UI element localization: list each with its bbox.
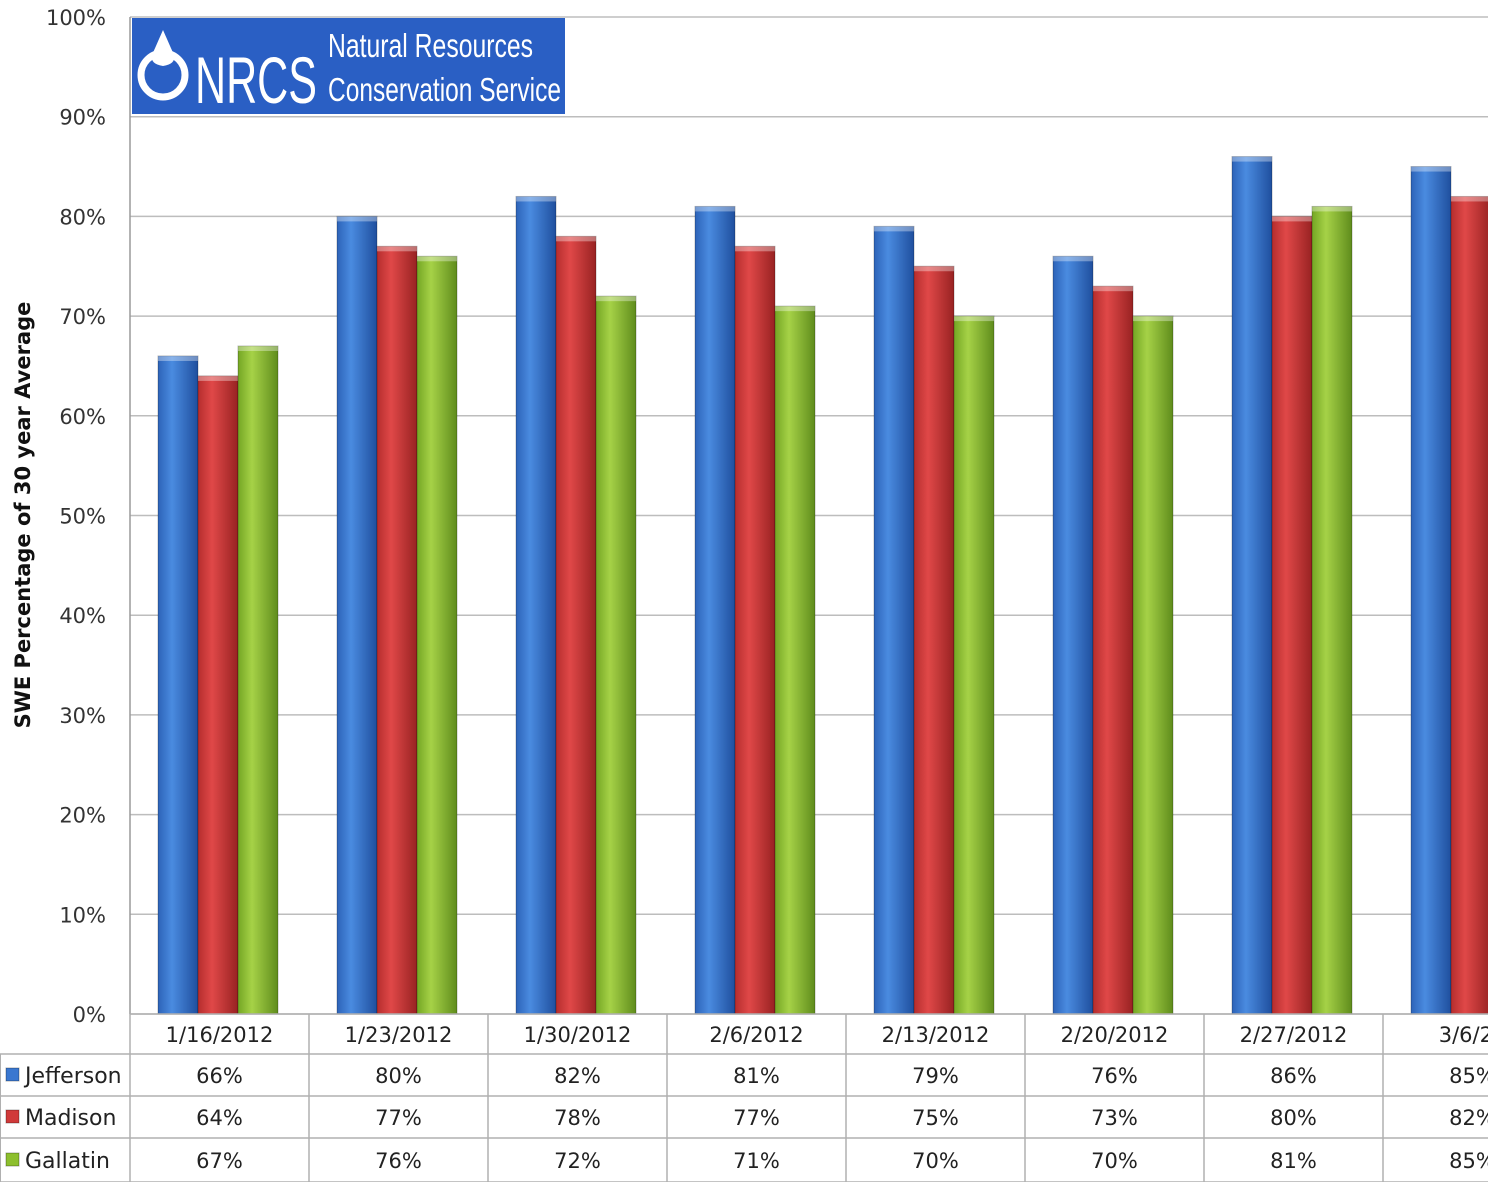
bar-gallatin-2	[595, 295, 637, 1015]
data-label-madison: 64%	[196, 1106, 243, 1130]
logo-line-1: Natural Resources	[328, 27, 533, 64]
x-tick-label: 1/16/2012	[166, 1023, 274, 1047]
data-label-jefferson: 86%	[1270, 1064, 1317, 1088]
bar-madison-6	[1271, 215, 1313, 1015]
data-label-jefferson: 82%	[554, 1064, 601, 1088]
nrcs-logo: NRCS Natural Resources Conservation Serv…	[132, 18, 565, 117]
data-label-gallatin: 70%	[912, 1149, 959, 1173]
x-tick-label: 2/27/2012	[1240, 1023, 1348, 1047]
data-table: 1/16/2012 1/23/2012 1/30/2012 2/6/2012 2/13/…	[0, 1013, 1488, 1182]
data-label-madison: 82%	[1449, 1106, 1488, 1130]
bar-gallatin-5	[1132, 315, 1174, 1015]
data-label-gallatin: 70%	[1091, 1149, 1138, 1173]
bar-jefferson-1	[336, 215, 378, 1015]
y-tick-label: 50%	[59, 505, 106, 529]
x-tick-label: 2/6/2012	[709, 1023, 803, 1047]
logo-background	[132, 18, 565, 114]
data-label-madison: 77%	[733, 1106, 780, 1130]
bar-gallatin-3	[774, 305, 816, 1015]
bar-jefferson-4	[873, 225, 915, 1015]
data-label-jefferson: 79%	[912, 1064, 959, 1088]
bar-gallatin-6	[1311, 205, 1353, 1015]
bar-madison-5	[1092, 285, 1134, 1015]
data-label-madison: 80%	[1270, 1106, 1317, 1130]
data-label-gallatin: 67%	[196, 1149, 243, 1173]
x-tick-label: 1/30/2012	[524, 1023, 632, 1047]
y-tick-label: 40%	[59, 604, 106, 628]
y-tick-label: 10%	[59, 903, 106, 927]
bar-jefferson-0	[157, 355, 199, 1015]
x-tick-label: 1/23/2012	[345, 1023, 453, 1047]
data-label-madison: 73%	[1091, 1106, 1138, 1130]
data-label-gallatin: 76%	[375, 1149, 422, 1173]
y-axis-label: SWE Percentage of 30 year Average	[11, 302, 35, 729]
y-axis-ticks: 0% 10% 20% 30% 40% 50% 60% 70% 80% 90% 100%	[46, 6, 106, 1027]
data-label-madison: 75%	[912, 1106, 959, 1130]
data-label-gallatin: 81%	[1270, 1149, 1317, 1173]
y-tick-label: 20%	[59, 804, 106, 828]
data-label-jefferson: 80%	[375, 1064, 422, 1088]
x-tick-label: 2/20/2012	[1061, 1023, 1169, 1047]
bar-madison-2	[555, 235, 597, 1015]
bar-jefferson-7	[1410, 166, 1452, 1015]
x-tick-label: 2/13/2012	[882, 1023, 990, 1047]
logo-acronym: NRCS	[195, 43, 317, 117]
bar-jefferson-5	[1052, 255, 1094, 1015]
data-label-madison: 77%	[375, 1106, 422, 1130]
bar-madison-0	[197, 375, 239, 1015]
data-label-gallatin: 71%	[733, 1149, 780, 1173]
legend-label-madison: Madison	[25, 1106, 116, 1131]
y-tick-label: 60%	[59, 405, 106, 429]
bar-jefferson-6	[1231, 156, 1273, 1015]
data-label-jefferson: 85%	[1449, 1064, 1488, 1088]
legend-label-jefferson: Jefferson	[23, 1064, 122, 1089]
x-tick-label: 3/6/20	[1439, 1023, 1488, 1047]
data-label-jefferson: 66%	[196, 1064, 243, 1088]
bar-madison-1	[376, 245, 418, 1015]
legend-key-madison	[5, 1109, 20, 1124]
y-tick-label: 70%	[59, 305, 106, 329]
legend-label-gallatin: Gallatin	[25, 1149, 110, 1174]
logo-line-2: Conservation Service	[328, 71, 561, 108]
bar-jefferson-3	[694, 205, 736, 1015]
y-tick-label: 30%	[59, 704, 106, 728]
data-label-jefferson: 81%	[733, 1064, 780, 1088]
y-tick-label: 80%	[59, 205, 106, 229]
bar-madison-4	[913, 265, 955, 1015]
bar-jefferson-2	[515, 195, 557, 1015]
legend-key-gallatin	[5, 1152, 20, 1167]
data-label-gallatin: 85%	[1449, 1149, 1488, 1173]
bar-gallatin-4	[953, 315, 995, 1015]
data-label-jefferson: 76%	[1091, 1064, 1138, 1088]
bar-madison-7	[1450, 195, 1488, 1015]
y-tick-label: 100%	[46, 6, 106, 30]
bars	[157, 156, 1488, 1015]
y-tick-label: 90%	[59, 106, 106, 130]
legend-key-jefferson	[5, 1067, 20, 1082]
y-tick-label: 0%	[73, 1003, 106, 1027]
bar-gallatin-0	[237, 345, 279, 1015]
bar-gallatin-1	[416, 255, 458, 1015]
water-drop-icon	[137, 30, 189, 101]
data-label-madison: 78%	[554, 1106, 601, 1130]
bar-madison-3	[734, 245, 776, 1015]
data-label-gallatin: 72%	[554, 1149, 601, 1173]
